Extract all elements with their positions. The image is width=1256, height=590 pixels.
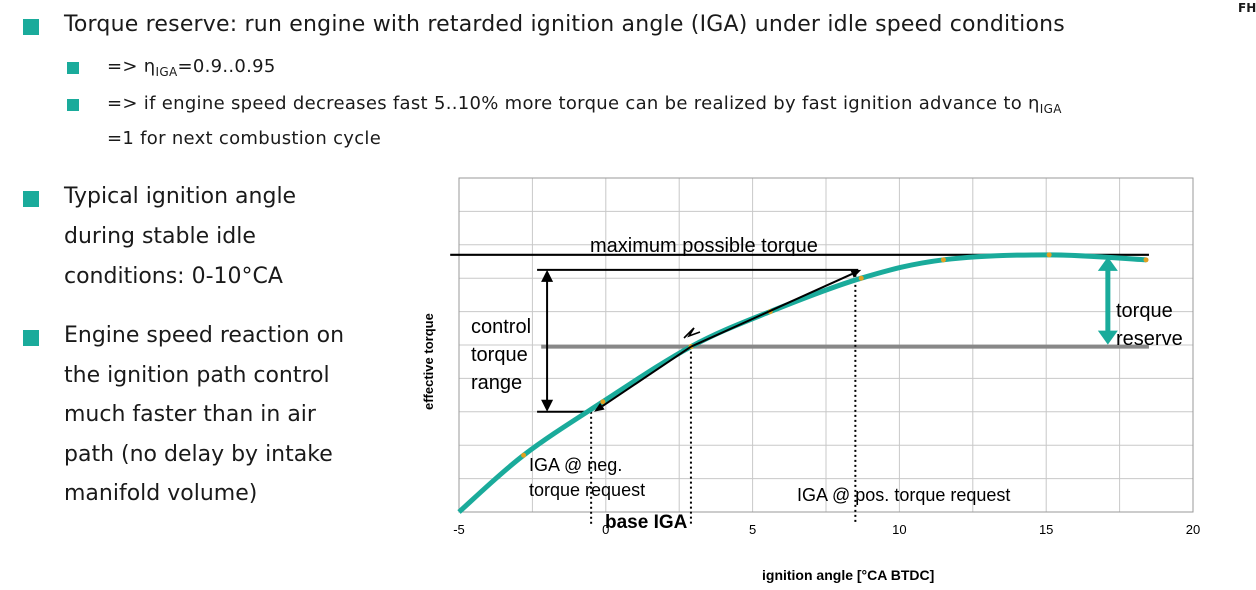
curve-point [940, 257, 946, 263]
y-axis-label: effective torque [421, 313, 436, 410]
x-tick-label: 15 [1039, 522, 1053, 537]
engine-speed-subscript: IGA [1039, 102, 1062, 116]
left-bullet-2-line-1: Engine speed reaction on [64, 323, 345, 348]
x-axis-label: ignition angle [°CA BTDC] [762, 567, 934, 583]
x-tick-label: 10 [892, 522, 906, 537]
request-arrowhead [594, 402, 605, 412]
curve-point [1143, 257, 1149, 263]
plot-frame [458, 177, 1194, 513]
torque-reserve-annotation-line-1: torque [1116, 300, 1173, 322]
dotted-verticals [590, 269, 857, 524]
neg-request-annotation-line-2: torque request [529, 480, 645, 500]
left-bullet-2-line-4: path (no delay by intake [64, 442, 333, 467]
sub-bullet-square-icon [67, 99, 79, 111]
left-bullet-2-line-5: manifold volume) [64, 481, 258, 506]
sub-bullet-eta: => ηIGA=0.9..0.95 [107, 56, 276, 79]
request-arrows [594, 269, 862, 412]
sub-bullet-engine-speed: => if engine speed decreases fast 5..10%… [107, 93, 1062, 116]
left-bullet-2-line-2: the ignition path control [64, 363, 330, 388]
corner-logo: FH [1238, 1, 1256, 15]
spark-icon [683, 327, 701, 339]
curve-markers [521, 252, 1149, 458]
torque-reserve-arrow [1097, 256, 1118, 345]
engine-speed-pre: => if engine speed decreases fast 5..10%… [107, 93, 1040, 114]
curve-point [858, 275, 864, 281]
eta-post: =0.9..0.95 [177, 56, 276, 77]
control-range-annotation-line-2: torque [471, 344, 528, 366]
torque-reserve-annotation-line-2: reserve [1116, 328, 1183, 350]
curve-point [1046, 252, 1052, 258]
bullet-square-icon [23, 191, 39, 207]
request-arrowhead [850, 269, 862, 278]
control-range-arrowhead-up [541, 269, 554, 282]
curve-point [521, 452, 527, 458]
pos-request-annotation: IGA @ pos. torque request [797, 485, 1010, 505]
bullet-text-torque-reserve: Torque reserve: run engine with retarded… [64, 12, 1065, 37]
left-bullet-2-line-3: much faster than in air [64, 402, 316, 427]
x-tick-label: 20 [1186, 522, 1200, 537]
left-bullet-1-line-3: conditions: 0-10°CA [64, 264, 283, 289]
request-arrow-shaft [601, 345, 692, 408]
max-torque-annotation: maximum possible torque [590, 235, 818, 257]
x-tick-label: -5 [453, 522, 465, 537]
x-tick-label: 5 [749, 522, 756, 537]
reserve-arrowhead-up [1097, 256, 1118, 271]
control-range-arrow [537, 268, 859, 413]
control-range-annotation-line-1: control [471, 316, 531, 338]
request-arrow-shaft [690, 273, 853, 348]
curve-point [600, 399, 606, 405]
bullet-square-icon [23, 19, 39, 35]
sub-bullet-square-icon [67, 62, 79, 74]
bullet-square-icon [23, 330, 39, 346]
neg-request-annotation-line-1: IGA @ neg. [529, 455, 622, 475]
reserve-arrowhead-down [1097, 330, 1118, 345]
left-bullet-1-line-2: during stable idle [64, 224, 256, 249]
x-tick-labels: -5 0 5 10 15 20 [453, 522, 1200, 537]
control-range-annotation-line-3: range [471, 372, 522, 394]
sub-bullet-engine-speed-line2: =1 for next combustion cycle [107, 128, 382, 149]
eta-subscript: IGA [155, 65, 178, 79]
eta-pre: => η [107, 56, 156, 77]
control-range-arrowhead-down [541, 399, 554, 412]
left-bullet-1-line-1: Typical ignition angle [64, 184, 297, 209]
base-iga-label: base IGA [605, 512, 688, 533]
x-tick-label: 0 [602, 522, 609, 537]
